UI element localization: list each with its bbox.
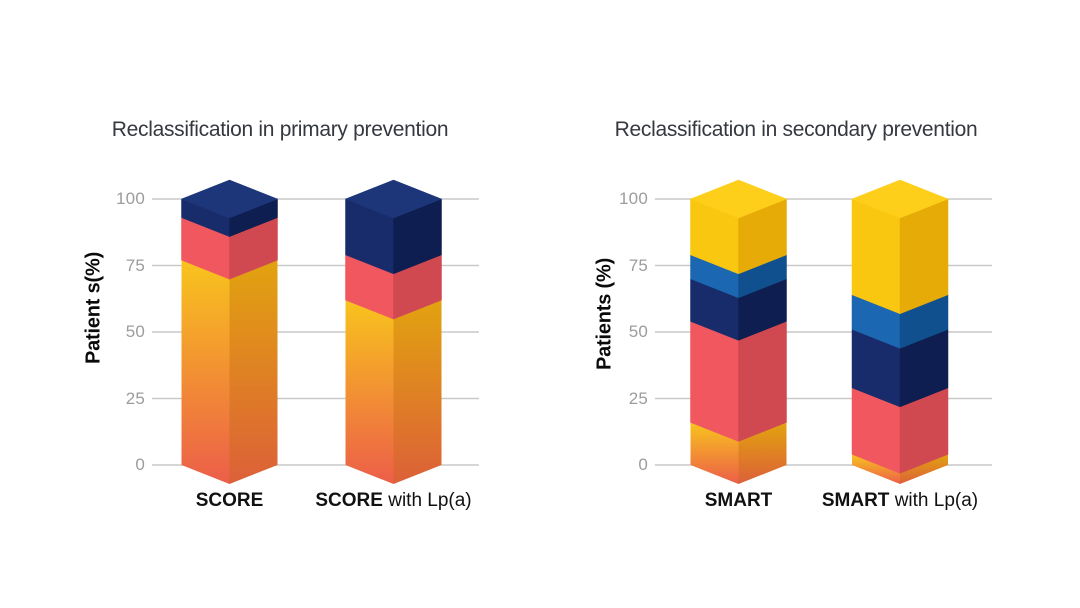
bar-label-rest: with Lp(a) — [889, 490, 979, 511]
bar-SMART-segment-orange-front — [690, 422, 739, 484]
bar-SCORE-segment-orange-side — [229, 260, 278, 484]
y-tick-label: 0 — [638, 455, 648, 474]
bar-SMART-segment-orange-side — [738, 422, 787, 484]
chart-title-secondary-prevention: Reclassification in secondary prevention — [614, 118, 978, 141]
bar-category-label: SCORE with Lp(a) — [315, 490, 471, 512]
chart-title-primary-prevention: Reclassification in primary prevention — [111, 118, 449, 141]
bar-SMART-segment-yellow-side — [899, 198, 949, 315]
bar-SMART-segment-yellow-front — [851, 198, 901, 315]
y-tick-label: 75 — [125, 255, 145, 275]
bar-label-bold: SCORE — [315, 490, 383, 511]
y-tick-label: 100 — [116, 189, 145, 208]
y-tick-label: 0 — [135, 455, 145, 474]
bar-SMART-top-face — [851, 179, 949, 219]
bar-SMART-segment-red-front — [690, 320, 739, 442]
y-tick-label: 50 — [125, 322, 145, 341]
bar-SCORE-top-face — [180, 179, 279, 219]
bar-SCORE-segment-orange-front — [181, 260, 230, 484]
bar-label-bold: SMART — [821, 490, 890, 511]
bar-label-bold: SMART — [704, 490, 773, 511]
bar-SCORE-segment-orange-side — [393, 300, 442, 484]
bar-category-label: SMART with Lp(a) — [822, 490, 978, 512]
y-tick-label: 100 — [619, 189, 648, 208]
bar-SMART-top-face — [689, 179, 788, 219]
bar-SMART-segment-orange-front — [852, 454, 900, 484]
bar-label-bold: SCORE — [195, 490, 264, 511]
y-tick-label: 50 — [628, 322, 648, 341]
bar-SCORE-segment-orange-front — [345, 300, 394, 484]
bar-SMART-segment-orange-side — [900, 454, 948, 484]
y-tick-label: 25 — [125, 388, 145, 408]
bar-category-label: SCORE — [196, 490, 264, 512]
bar-label-rest: with Lp(a) — [382, 490, 472, 511]
bar-SMART-segment-red-side — [738, 320, 787, 442]
y-tick-label: 25 — [628, 388, 648, 408]
bar-category-label: SMART — [705, 490, 773, 512]
y-tick-label: 75 — [628, 255, 648, 275]
bar-SCORE-top-face — [344, 179, 443, 219]
